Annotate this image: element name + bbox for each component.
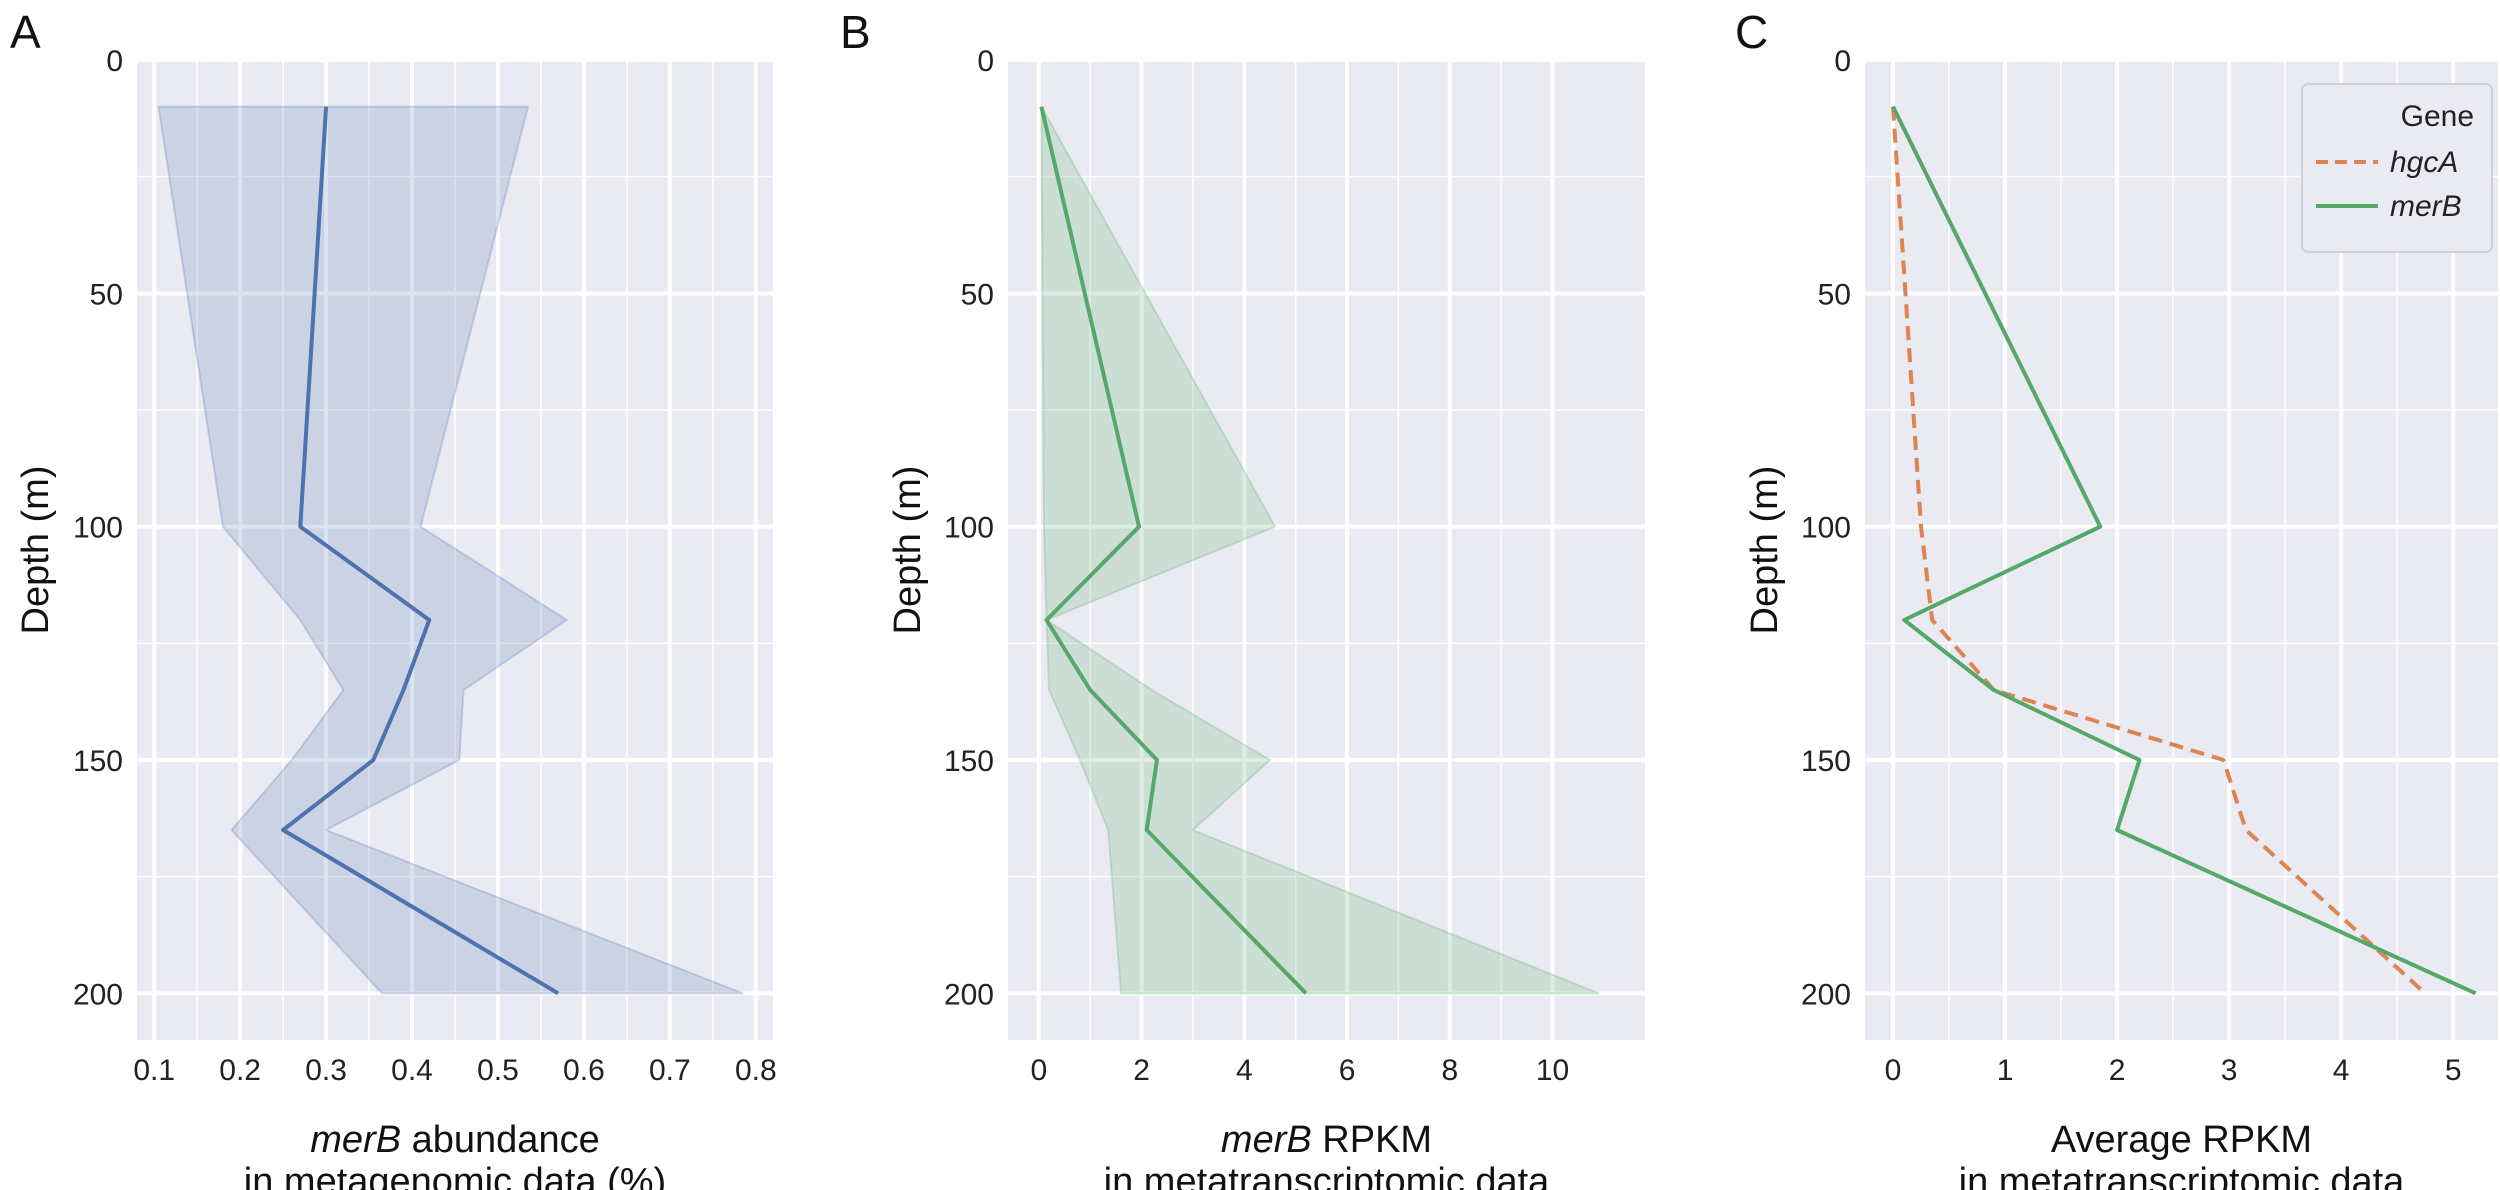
panel-letter: C [1735,6,1768,58]
y-tick-label: 100 [73,512,123,545]
series-line-merb [1891,105,2477,996]
x-tick-label: 1 [1997,1054,2014,1087]
x-tick-label: 0.1 [133,1054,175,1087]
y-tick-label: 200 [73,978,123,1011]
x-axis-title: merB RPKM [1221,1119,1432,1161]
panel-letter: B [840,6,871,58]
panel-letter: A [10,6,41,58]
x-tick-label: 4 [2333,1054,2350,1087]
y-tick-label: 150 [73,745,123,778]
x-tick-label: 2 [1133,1054,1150,1087]
x-tick-label: 0.8 [735,1054,777,1087]
series-line-hgca [1891,106,2427,995]
y-axis-title: Depth (m) [887,466,929,635]
x-tick-label: 4 [1236,1054,1253,1087]
y-axis-title: Depth (m) [1744,466,1786,635]
x-axis-title-italic: merB [1221,1119,1312,1161]
x-axis-title-rest: RPKM [1312,1119,1432,1161]
x-tick-label: 10 [1536,1054,1569,1087]
y-tick-label: 150 [944,745,994,778]
legend-box [2301,83,2493,253]
x-tick-label: 6 [1339,1054,1356,1087]
series-line [1039,106,1308,995]
x-axis-title-line2: in metatranscriptomic data [1104,1161,1550,1190]
x-tick-label: 0 [1885,1054,1902,1087]
series-line [281,106,560,996]
confidence-band [1040,106,1600,995]
legend-entry: merB [2390,190,2462,223]
x-axis-title-line2: in metatranscriptomic data [1959,1161,2405,1190]
y-tick-label: 200 [944,978,994,1011]
y-tick-label: 0 [977,45,994,78]
x-tick-label: 0.5 [477,1054,519,1087]
y-tick-label: 100 [944,512,994,545]
y-axis-title: Depth (m) [15,466,57,635]
x-tick-label: 3 [2221,1054,2238,1087]
x-axis-title-italic: merB [310,1119,401,1161]
x-axis-title: merB abundance [310,1119,599,1161]
y-tick-label: 100 [1801,512,1851,545]
y-tick-label: 200 [1801,978,1851,1011]
x-tick-label: 0 [1030,1054,1047,1087]
x-tick-label: 0.3 [305,1054,347,1087]
x-tick-label: 2 [2109,1054,2126,1087]
confidence-band [157,105,744,995]
x-axis-title-line2: in metagenomic data (%) [244,1161,666,1190]
legend: Gene hgcA merB [2301,83,2493,253]
x-axis-title-rest: abundance [401,1119,600,1161]
x-tick-label: 8 [1441,1054,1458,1087]
y-tick-label: 0 [106,45,123,78]
x-tick-label: 5 [2445,1054,2462,1087]
x-tick-label: 0.2 [219,1054,261,1087]
y-tick-label: 50 [961,278,994,311]
y-tick-label: 0 [1834,45,1851,78]
legend-title: Gene [2401,100,2474,133]
x-tick-label: 0.6 [563,1054,605,1087]
y-tick-label: 150 [1801,745,1851,778]
y-tick-label: 50 [1818,278,1851,311]
y-tick-label: 50 [90,278,123,311]
legend-entry: hgcA [2390,146,2458,179]
x-tick-label: 0.4 [391,1054,433,1087]
x-axis-title: Average RPKM [2051,1119,2312,1161]
panel-a: A 0.1 0.2 0.3 0.4 0.5 0.6 0.7 0.8 0 50 100 150 200 Dep… [10,6,777,1190]
x-tick-label: 0.7 [649,1054,691,1087]
